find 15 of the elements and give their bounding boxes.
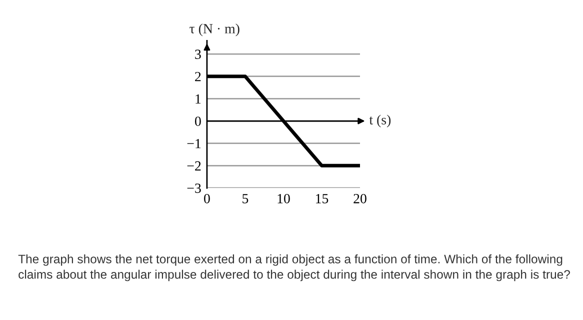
x-tick-label: 5 xyxy=(242,194,248,204)
y-tick-label: 0 xyxy=(194,116,201,126)
x-tick-label: 0 xyxy=(204,194,210,204)
y-tick-label: −1 xyxy=(187,138,201,148)
y-tick-label: 3 xyxy=(195,50,201,59)
y-tick-label: 1 xyxy=(196,94,201,104)
text: The graph shows the net torque exerted on a rigid object as a function of time. Which of the following claims about the angular impulse delivered to the object during the interval shown in the graph is true? xyxy=(18,254,570,282)
y-tick-label: −3 xyxy=(187,184,201,193)
x-tick-label: 20 xyxy=(354,194,366,204)
y-tick-label: −2 xyxy=(187,161,201,170)
x-tick-label: 10 xyxy=(278,194,290,204)
x-axis-title: t (s) xyxy=(369,114,391,128)
y-tick-label: 2 xyxy=(195,72,201,82)
y-axis-title: τ (N · m) xyxy=(190,24,240,36)
x-tick-label: 15 xyxy=(316,194,328,204)
